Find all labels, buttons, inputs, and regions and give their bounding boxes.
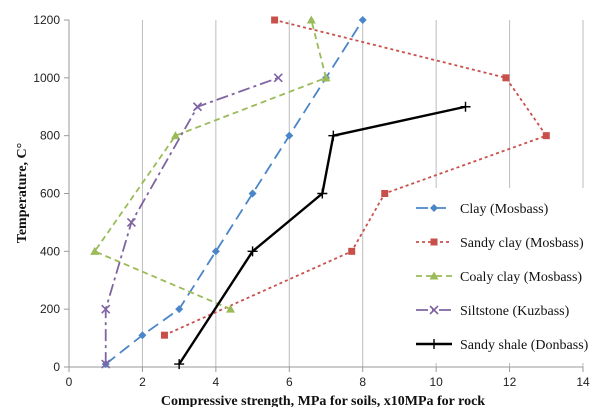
series-1 — [101, 16, 367, 369]
data-point — [460, 101, 471, 112]
series-line — [104, 76, 279, 365]
data-point — [101, 304, 111, 314]
data-point — [226, 304, 236, 313]
series-3 — [90, 15, 331, 313]
series-line — [105, 19, 364, 365]
y-axis-title: Temperature, C° — [15, 143, 30, 243]
series-5 — [174, 101, 471, 370]
data-point — [126, 217, 136, 227]
y-tick-label: 1200 — [33, 13, 60, 27]
series-line — [93, 19, 328, 310]
series-line — [164, 19, 548, 337]
x-tick-label: 0 — [66, 375, 73, 389]
data-point — [321, 73, 331, 82]
y-tick-label: 200 — [40, 302, 60, 316]
data-point — [358, 16, 367, 24]
data-point — [138, 331, 147, 340]
data-point — [306, 15, 316, 24]
y-tick-label: 800 — [40, 129, 60, 143]
data-point — [328, 130, 339, 141]
y-tick-label: 0 — [53, 360, 60, 374]
data-point — [248, 189, 257, 198]
legend-label: Sandy clay (Mosbass) — [460, 236, 584, 251]
legend-swatch-marker — [429, 271, 439, 280]
legend-label: Sandy shale (Donbass) — [460, 338, 589, 353]
x-tick-label: 2 — [139, 375, 146, 389]
legend-item-5: Sandy shale (Donbass) — [416, 338, 589, 353]
data-point — [273, 73, 283, 83]
y-tick-label: 1000 — [33, 71, 60, 85]
legend: Clay (Mosbass) Sandy clay (Mosbass) Coaly … — [416, 202, 589, 353]
data-point — [381, 190, 389, 197]
legend-swatch-marker — [429, 305, 439, 315]
legend-item-4: Siltstone (Kuzbass) — [416, 304, 570, 319]
data-point — [192, 102, 203, 112]
series-2 — [160, 16, 550, 339]
x-tick-label: 14 — [576, 375, 590, 389]
legend-item-2: Sandy clay (Mosbass) — [416, 236, 584, 251]
data-point — [271, 16, 279, 24]
x-tick-label: 4 — [213, 375, 220, 389]
data-point — [101, 359, 111, 369]
series-layer — [90, 15, 550, 370]
data-point — [285, 131, 294, 140]
x-tick-labels: 0 2 4 6 8 10 12 14 — [66, 375, 590, 389]
x-tick-label: 6 — [286, 375, 293, 389]
data-point — [348, 247, 356, 255]
axes — [64, 19, 584, 372]
legend-label: Coaly clay (Mosbass) — [460, 270, 582, 285]
legend-swatch-marker — [430, 238, 438, 246]
legend-swatch-marker — [429, 339, 439, 349]
data-point — [542, 132, 550, 140]
legend-label: Siltstone (Kuzbass) — [460, 304, 570, 319]
y-tick-label: 600 — [40, 187, 60, 201]
data-point — [160, 331, 168, 339]
data-point — [90, 246, 100, 255]
data-point — [175, 305, 184, 314]
data-point — [502, 74, 510, 82]
y-tick-label: 400 — [40, 244, 60, 258]
legend-label: Clay (Mosbass) — [460, 202, 549, 217]
x-axis-title: Compressive strength, MPa for soils, x10… — [161, 394, 485, 407]
legend-item-1: Clay (Mosbass) — [416, 202, 549, 217]
data-point — [170, 131, 180, 140]
data-point — [317, 188, 328, 199]
legend-swatch-marker — [430, 204, 438, 212]
legend-item-3: Coaly clay (Mosbass) — [416, 270, 582, 285]
y-tick-labels: 0 200 400 600 800 1000 1200 — [33, 13, 60, 374]
x-tick-label: 8 — [359, 375, 366, 389]
data-point — [247, 246, 258, 257]
x-tick-label: 10 — [429, 375, 443, 389]
x-tick-label: 12 — [503, 375, 517, 389]
series-4 — [101, 73, 283, 369]
data-point — [174, 359, 185, 370]
data-point — [211, 247, 220, 256]
